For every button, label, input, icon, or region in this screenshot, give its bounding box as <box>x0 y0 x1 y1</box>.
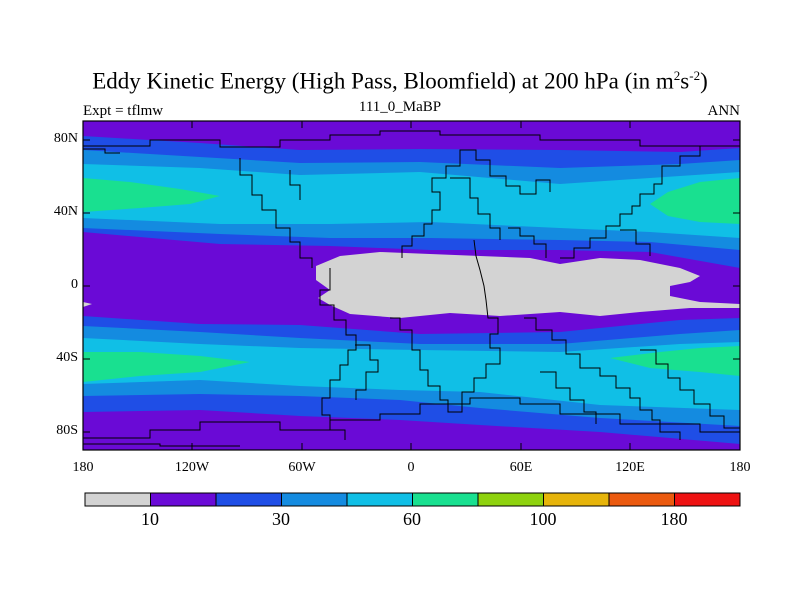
lon-label-60w: 60W <box>288 460 316 475</box>
continent-outlines <box>83 130 740 447</box>
lon-label-180-east: 180 <box>729 460 751 475</box>
lat-label-40s: 40S <box>56 350 78 365</box>
colorbar-label-60: 60 <box>403 509 421 529</box>
lon-label-120e: 120E <box>615 460 645 475</box>
green-patch-southwest <box>83 352 250 382</box>
grey-sliver-west <box>83 302 92 307</box>
plot-title: Eddy Kinetic Energy (High Pass, Bloomfie… <box>92 68 708 94</box>
lon-label-120w: 120W <box>174 460 210 475</box>
lon-label-60e: 60E <box>509 460 533 475</box>
lon-label-0: 0 <box>407 460 415 475</box>
colorbar-label-100: 100 <box>529 509 557 529</box>
colorbar-swatch-3 <box>215 492 282 507</box>
green-patch-northwest <box>83 178 220 212</box>
green-patch-northeast <box>650 178 740 224</box>
lat-label-0: 0 <box>71 277 78 292</box>
colorbar-swatch-8 <box>543 492 610 507</box>
lon-ticks <box>191 121 631 450</box>
colorbar-swatch-7 <box>477 492 544 507</box>
run-label: 111_0_MaBP <box>358 99 442 115</box>
lat-ticks <box>83 139 740 433</box>
grey-low-region <box>316 252 740 318</box>
colorbar-swatch-6 <box>412 492 479 507</box>
cyan-band-north <box>83 164 740 238</box>
season-label: ANN <box>707 103 741 119</box>
colorbar-swatch-9 <box>608 492 675 507</box>
colorbar-swatch-4 <box>281 492 348 507</box>
colorbar-swatch-2 <box>150 492 217 507</box>
lat-label-80n: 80N <box>53 131 78 146</box>
colorbar-label-10: 10 <box>141 509 159 529</box>
colorbar-swatch-10 <box>674 492 741 507</box>
colorbar <box>84 492 741 507</box>
lat-label-40n: 40N <box>53 204 78 219</box>
cyan-band-south <box>83 338 740 410</box>
experiment-label: Expt = tflmw <box>83 103 164 119</box>
lon-label-180-west: 180 <box>72 460 94 475</box>
colorbar-label-180: 180 <box>660 509 688 529</box>
colorbar-swatch-1 <box>84 492 151 507</box>
map-panel <box>82 120 741 451</box>
colorbar-label-30: 30 <box>272 509 290 529</box>
colorbar-swatch-5 <box>346 492 413 507</box>
green-patch-southeast <box>610 346 740 376</box>
lat-label-80s: 80S <box>56 423 78 438</box>
